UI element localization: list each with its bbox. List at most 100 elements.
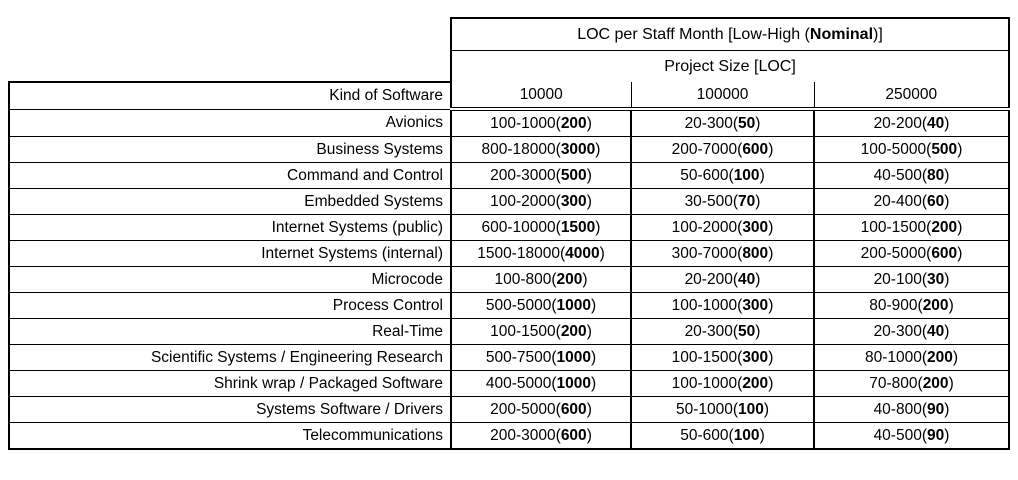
nominal-value: 80 xyxy=(927,166,945,184)
cell-100000: 100-2000(300) xyxy=(631,214,815,241)
row-label: Command and Control xyxy=(8,162,452,189)
cell-250000: 40-500(90) xyxy=(814,422,1010,450)
nominal-value: 200 xyxy=(560,114,587,132)
title-text-end: )] xyxy=(873,25,883,43)
range-text: 100-1000( xyxy=(671,296,743,314)
nominal-value: 40 xyxy=(927,114,945,132)
nominal-value: 100 xyxy=(733,166,760,184)
range-text: 800-18000( xyxy=(481,140,561,158)
close-paren: ) xyxy=(944,322,950,340)
range-text: 40-500( xyxy=(873,166,927,184)
cell-100000: 50-600(100) xyxy=(631,422,815,450)
close-paren: ) xyxy=(759,166,765,184)
table-row-systems-software: Systems Software / Drivers 200-5000(600)… xyxy=(8,396,1010,423)
cell-100000: 50-1000(100) xyxy=(631,396,815,423)
range-text: 200-7000( xyxy=(671,140,743,158)
empty-corner xyxy=(9,18,451,51)
row-label: Systems Software / Drivers xyxy=(8,396,452,423)
cell-10000: 200-3000(500) xyxy=(451,162,632,189)
cell-250000: 70-800(200) xyxy=(814,370,1010,397)
close-paren: ) xyxy=(957,140,963,158)
size-col-250000: 250000 xyxy=(814,82,1010,111)
nominal-value: 300 xyxy=(560,192,587,210)
range-text: 70-800( xyxy=(869,374,923,392)
cell-100000: 100-1000(200) xyxy=(631,370,815,397)
close-paren: ) xyxy=(759,426,765,444)
range-text: 100-2000( xyxy=(671,218,743,236)
close-paren: ) xyxy=(590,296,597,314)
range-text: 500-5000( xyxy=(485,296,557,314)
close-paren: ) xyxy=(595,218,601,236)
cell-10000: 1500-18000(4000) xyxy=(451,240,632,267)
size-col-100000: 100000 xyxy=(631,82,815,111)
table-title: LOC per Staff Month [Low-High (Nominal)] xyxy=(450,17,1010,51)
table-row-real-time: Real-Time 100-1500(200) 20-300(50) 20-30… xyxy=(8,318,1010,345)
close-paren: ) xyxy=(944,166,950,184)
project-size-header: Project Size [LOC] xyxy=(450,50,1010,82)
row-label: Avionics xyxy=(8,109,452,137)
row-label: Internet Systems (public) xyxy=(8,214,452,241)
table-row-internet-systems-internal: Internet Systems (internal) 1500-18000(4… xyxy=(8,240,1010,267)
empty-corner xyxy=(9,51,451,83)
range-text: 200-3000( xyxy=(490,426,561,444)
row-label: Internet Systems (internal) xyxy=(8,240,452,267)
cell-10000: 200-5000(600) xyxy=(451,396,632,423)
range-text: 20-200( xyxy=(873,114,927,132)
range-text: 100-1500( xyxy=(860,218,932,236)
close-paren: ) xyxy=(768,218,774,236)
nominal-value: 1000 xyxy=(556,296,591,314)
nominal-value: 3000 xyxy=(560,140,596,158)
kind-of-software-header: Kind of Software xyxy=(8,81,452,110)
row-label: Microcode xyxy=(8,266,452,293)
table-row-shrink-wrap: Shrink wrap / Packaged Software 400-5000… xyxy=(8,370,1010,397)
cell-250000: 100-5000(500) xyxy=(814,136,1010,163)
cell-100000: 50-600(100) xyxy=(631,162,815,189)
row-label: Real-Time xyxy=(8,318,452,345)
cell-100000: 100-1500(300) xyxy=(631,344,815,371)
cell-10000: 500-7500(1000) xyxy=(451,344,632,371)
row-label: Embedded Systems xyxy=(8,188,452,215)
nominal-value: 600 xyxy=(560,426,587,444)
close-paren: ) xyxy=(944,192,950,210)
range-text: 200-5000( xyxy=(490,400,561,418)
nominal-value: 1000 xyxy=(556,348,591,366)
close-paren: ) xyxy=(586,114,592,132)
cell-250000: 200-5000(600) xyxy=(814,240,1010,267)
table-row-internet-systems-public: Internet Systems (public) 600-10000(1500… xyxy=(8,214,1010,241)
range-text: 100-5000( xyxy=(860,140,932,158)
close-paren: ) xyxy=(590,348,597,366)
nominal-value: 60 xyxy=(927,192,945,210)
loc-per-staff-month-table: LOC per Staff Month [Low-High (Nominal)]… xyxy=(8,17,1010,450)
cell-250000: 20-300(40) xyxy=(814,318,1010,345)
nominal-value: 70 xyxy=(738,192,756,210)
project-size-row: Project Size [LOC] xyxy=(9,50,1010,83)
close-paren: ) xyxy=(586,322,592,340)
cell-10000: 500-5000(1000) xyxy=(451,292,632,319)
row-label: Shrink wrap / Packaged Software xyxy=(8,370,452,397)
cell-10000: 600-10000(1500) xyxy=(451,214,632,241)
nominal-value: 300 xyxy=(742,348,769,366)
nominal-value: 1000 xyxy=(556,374,591,392)
cell-10000: 200-3000(600) xyxy=(451,422,632,450)
nominal-value: 200 xyxy=(560,322,587,340)
nominal-value: 1500 xyxy=(560,218,596,236)
row-label: Process Control xyxy=(8,292,452,319)
cell-100000: 300-7000(800) xyxy=(631,240,815,267)
nominal-value: 200 xyxy=(922,296,949,314)
nominal-value: 200 xyxy=(931,218,958,236)
range-text: 80-900( xyxy=(869,296,923,314)
nominal-value: 500 xyxy=(560,166,587,184)
close-paren: ) xyxy=(768,348,774,366)
range-text: 20-200( xyxy=(684,270,738,288)
range-text: 100-800( xyxy=(494,270,557,288)
close-paren: ) xyxy=(755,322,761,340)
nominal-value: 200 xyxy=(922,374,949,392)
cell-250000: 40-500(80) xyxy=(814,162,1010,189)
close-paren: ) xyxy=(582,270,588,288)
cell-250000: 80-900(200) xyxy=(814,292,1010,319)
range-text: 50-600( xyxy=(680,426,734,444)
range-text: 20-300( xyxy=(873,322,927,340)
cell-250000: 80-1000(200) xyxy=(814,344,1010,371)
range-text: 20-300( xyxy=(684,322,738,340)
